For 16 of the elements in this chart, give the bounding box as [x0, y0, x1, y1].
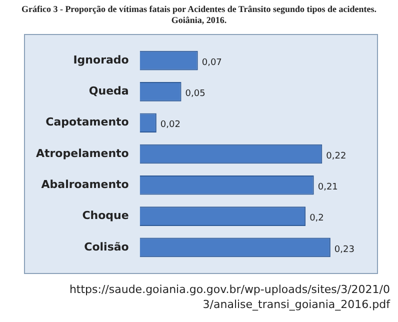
y-tick-label: Abalroamento	[41, 178, 130, 191]
data-label: 0,2	[310, 214, 324, 224]
chart-title: Gráfico 3 - Proporção de vítimas fatais por Acidentes de Trânsito segundo tipos de acidentes. Goiânia, 2016.	[20, 4, 378, 26]
y-tick-label: Colisão	[84, 240, 130, 254]
data-label: 0,05	[185, 89, 206, 100]
y-tick-label: Ignorado	[73, 53, 130, 66]
data-label: 0,23	[334, 244, 354, 255]
text: https://saude.goiania.go.gov.br/wp-uploads/sites/3/2021/03/analise_transi_goiania_2016.pdf	[68, 282, 390, 312]
data-label: 0,22	[326, 151, 346, 162]
y-tick-label: Atropelamento	[36, 146, 130, 160]
y-tick-label: Capotamento	[46, 116, 130, 129]
y-tick-label: Choque	[82, 209, 129, 222]
data-label: 0,07	[202, 58, 222, 68]
data-label: 0,02	[160, 120, 180, 130]
y-tick-label: Queda	[88, 84, 129, 98]
data-label: 0,21	[318, 182, 338, 192]
